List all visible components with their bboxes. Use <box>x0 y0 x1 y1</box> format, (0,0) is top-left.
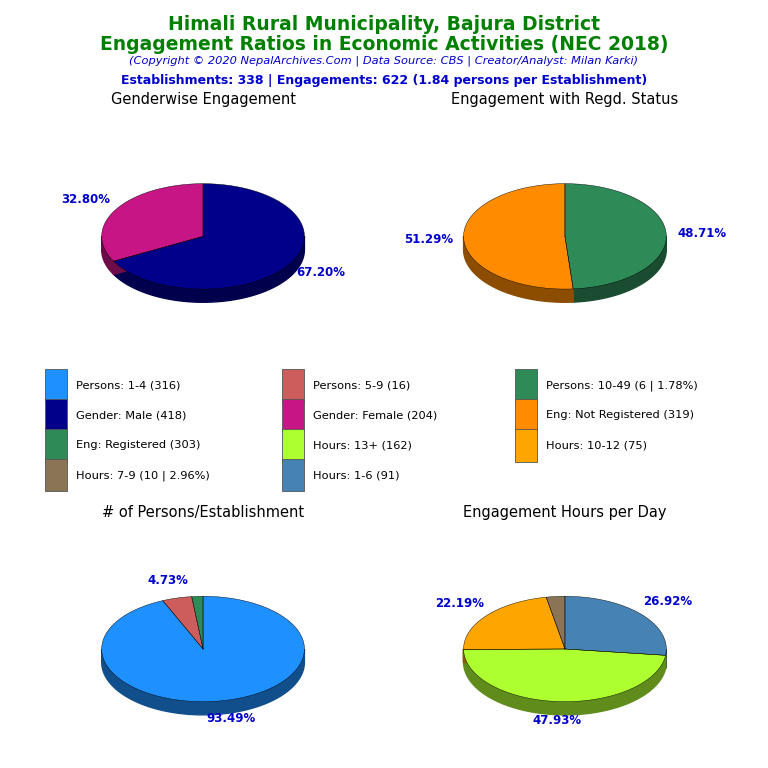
Polygon shape <box>464 237 573 303</box>
Title: Engagement with Regd. Status: Engagement with Regd. Status <box>452 92 679 107</box>
Bar <box>515 399 538 432</box>
Text: Hours: 1-6 (91): Hours: 1-6 (91) <box>313 470 399 480</box>
Polygon shape <box>101 649 304 715</box>
Text: 22.19%: 22.19% <box>435 598 484 611</box>
Text: Persons: 1-4 (316): Persons: 1-4 (316) <box>76 381 180 391</box>
Polygon shape <box>573 237 667 302</box>
Text: Hours: 13+ (162): Hours: 13+ (162) <box>313 440 412 451</box>
Text: (Copyright © 2020 NepalArchives.Com | Data Source: CBS | Creator/Analyst: Milan : (Copyright © 2020 NepalArchives.Com | Da… <box>130 55 638 66</box>
Bar <box>282 369 304 402</box>
Text: Hours: 10-12 (75): Hours: 10-12 (75) <box>546 440 647 451</box>
Text: Establishments: 338 | Engagements: 622 (1.84 persons per Establishment): Establishments: 338 | Engagements: 622 (… <box>121 74 647 87</box>
Text: Eng: Registered (303): Eng: Registered (303) <box>76 440 200 451</box>
Text: Gender: Male (418): Gender: Male (418) <box>76 410 187 421</box>
Text: 48.71%: 48.71% <box>677 227 727 240</box>
Polygon shape <box>565 237 573 302</box>
Title: Engagement Hours per Day: Engagement Hours per Day <box>463 505 667 520</box>
Polygon shape <box>101 596 304 702</box>
Polygon shape <box>464 649 565 663</box>
Bar <box>515 429 538 462</box>
Bar <box>45 459 68 492</box>
Polygon shape <box>114 184 304 289</box>
Bar <box>282 399 304 432</box>
Polygon shape <box>565 237 573 302</box>
Text: Persons: 5-9 (16): Persons: 5-9 (16) <box>313 381 410 391</box>
Polygon shape <box>565 184 667 289</box>
Polygon shape <box>464 650 666 715</box>
Polygon shape <box>546 596 565 649</box>
Polygon shape <box>464 598 565 650</box>
Text: 67.20%: 67.20% <box>296 266 345 280</box>
Title: # of Persons/Establishment: # of Persons/Establishment <box>102 505 304 520</box>
Polygon shape <box>163 597 203 649</box>
Text: 47.93%: 47.93% <box>533 713 582 727</box>
Polygon shape <box>565 596 667 655</box>
Text: 4.73%: 4.73% <box>147 574 188 587</box>
Text: Gender: Female (204): Gender: Female (204) <box>313 410 437 421</box>
Polygon shape <box>101 237 114 274</box>
Text: Himali Rural Municipality, Bajura District: Himali Rural Municipality, Bajura Distri… <box>168 15 600 35</box>
Bar <box>45 399 68 432</box>
Polygon shape <box>565 649 666 668</box>
Text: Engagement Ratios in Economic Activities (NEC 2018): Engagement Ratios in Economic Activities… <box>100 35 668 54</box>
Bar <box>515 369 538 402</box>
Polygon shape <box>114 237 203 274</box>
Polygon shape <box>114 237 203 274</box>
Text: 51.29%: 51.29% <box>404 233 453 246</box>
Text: 26.92%: 26.92% <box>643 595 692 608</box>
Polygon shape <box>101 184 203 261</box>
Bar <box>45 429 68 462</box>
Polygon shape <box>464 184 573 289</box>
Text: Hours: 7-9 (10 | 2.96%): Hours: 7-9 (10 | 2.96%) <box>76 470 210 481</box>
Text: 32.80%: 32.80% <box>61 194 110 207</box>
Text: Eng: Not Registered (319): Eng: Not Registered (319) <box>546 410 694 421</box>
Title: Genderwise Engagement: Genderwise Engagement <box>111 92 296 107</box>
Polygon shape <box>464 649 565 663</box>
Polygon shape <box>192 596 203 649</box>
Text: Persons: 10-49 (6 | 1.78%): Persons: 10-49 (6 | 1.78%) <box>546 380 697 391</box>
Bar <box>282 429 304 462</box>
Polygon shape <box>464 649 666 702</box>
Polygon shape <box>565 649 666 668</box>
Bar <box>282 459 304 492</box>
Polygon shape <box>114 237 304 303</box>
Text: 93.49%: 93.49% <box>207 712 256 725</box>
Bar <box>45 369 68 402</box>
